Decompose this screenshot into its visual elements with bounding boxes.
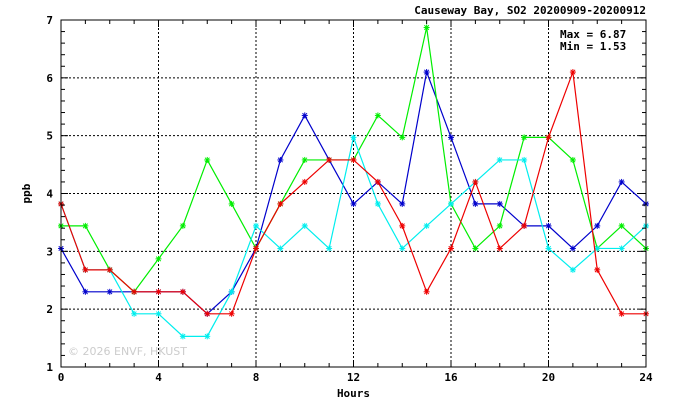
watermark: © 2026 ENVF, HKUST — [68, 345, 187, 358]
y-axis-label: ppb — [20, 183, 33, 203]
data-point — [82, 266, 89, 273]
data-point — [618, 178, 625, 185]
x-tick-label: 0 — [58, 371, 65, 384]
x-tick-label: 16 — [444, 371, 458, 384]
x-tick-label: 12 — [347, 371, 360, 384]
y-tick-label: 1 — [46, 361, 53, 374]
data-point — [496, 156, 503, 163]
x-tick-label: 4 — [155, 371, 162, 384]
data-point — [569, 266, 576, 273]
y-tick-label: 2 — [46, 303, 53, 316]
x-tick-label: 24 — [639, 371, 653, 384]
data-point — [155, 310, 162, 317]
data-point — [155, 288, 162, 295]
data-point — [569, 156, 576, 163]
data-point — [448, 245, 454, 252]
tick-marks — [60, 19, 647, 368]
data-point — [496, 200, 503, 207]
y-tick-label: 3 — [46, 245, 53, 258]
data-point — [618, 245, 625, 252]
data-point — [350, 156, 357, 163]
data-point — [228, 310, 235, 317]
data-point — [204, 333, 211, 340]
data-point — [277, 156, 284, 163]
y-tick-label: 4 — [46, 188, 53, 201]
data-point — [399, 200, 406, 207]
data-point — [521, 156, 528, 163]
data-point — [131, 288, 138, 295]
data-point — [569, 69, 576, 76]
data-point — [301, 156, 308, 163]
data-point — [326, 245, 333, 252]
data-point — [179, 288, 186, 295]
data-point — [472, 200, 479, 207]
y-tick-label: 5 — [46, 130, 53, 143]
data-point — [594, 266, 601, 273]
data-point — [204, 310, 211, 317]
data-point — [618, 310, 625, 317]
data-point — [472, 245, 479, 252]
max-annotation: Max = 6.87 — [560, 28, 626, 41]
data-point — [301, 178, 308, 185]
data-point — [618, 222, 625, 229]
data-point — [350, 200, 357, 207]
data-point — [106, 266, 113, 273]
data-point — [82, 288, 89, 295]
data-point — [399, 222, 406, 229]
data-point — [496, 245, 503, 252]
y-tick-label: 6 — [46, 72, 53, 85]
data-point — [399, 134, 406, 141]
data-point — [545, 222, 552, 229]
data-point — [545, 134, 552, 141]
data-point — [569, 245, 576, 252]
data-point — [301, 112, 308, 119]
data-point — [374, 200, 381, 207]
data-point — [472, 178, 479, 185]
data-point — [374, 112, 381, 119]
data-point — [545, 245, 552, 252]
data-point — [326, 156, 333, 163]
y-tick-labels: 1 2 3 4 5 6 7 — [46, 14, 53, 374]
x-axis-label: Hours — [337, 387, 370, 400]
data-point — [106, 288, 113, 295]
data-point — [228, 288, 235, 295]
data-point — [423, 24, 430, 31]
data-point — [277, 200, 284, 207]
data-point — [423, 222, 430, 229]
data-point — [253, 222, 259, 229]
data-point — [350, 134, 357, 141]
data-point — [399, 245, 406, 252]
x-tick-labels: 0 4 8 12 16 20 24 — [58, 371, 653, 384]
data-point — [423, 69, 430, 76]
data-point — [82, 222, 89, 229]
data-point — [521, 222, 528, 229]
data-point — [301, 222, 308, 229]
data-point — [204, 156, 211, 163]
grid-lines — [61, 20, 646, 367]
data-point — [448, 200, 454, 207]
data-point — [179, 222, 186, 229]
data-point — [253, 245, 259, 252]
data-point — [496, 222, 503, 229]
y-tick-label: 7 — [46, 14, 53, 27]
data-point — [179, 333, 186, 340]
data-point — [155, 255, 162, 262]
chart-title: Causeway Bay, SO2 20200909-20200912 — [414, 4, 646, 17]
data-point — [594, 222, 601, 229]
data-point — [448, 134, 454, 141]
x-tick-label: 20 — [542, 371, 555, 384]
data-point — [131, 310, 138, 317]
x-tick-label: 8 — [253, 371, 260, 384]
data-point — [521, 134, 528, 141]
data-point — [277, 245, 284, 252]
data-point — [594, 245, 601, 252]
min-annotation: Min = 1.53 — [560, 40, 626, 53]
data-point — [423, 288, 430, 295]
data-point — [374, 178, 381, 185]
data-point — [228, 200, 235, 207]
